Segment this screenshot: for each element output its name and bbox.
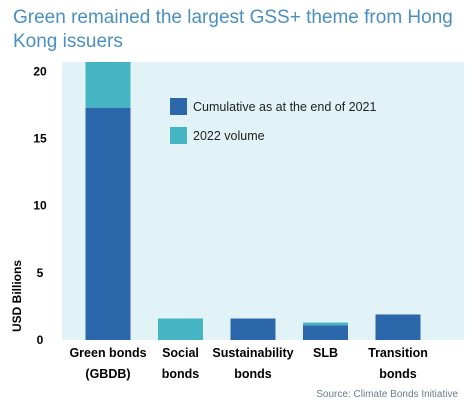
bar-volume-2022-3	[303, 322, 348, 326]
legend-swatch-1	[170, 127, 187, 144]
y-tick-label: 20	[33, 64, 47, 78]
legend: Cumulative as at the end of 2021 2022 vol…	[170, 98, 377, 144]
y-axis-ticks: 0 5 10 15 20	[33, 64, 47, 347]
y-tick-label: 0	[37, 333, 44, 347]
chart-title: Green remained the largest GSS+ theme fr…	[13, 7, 453, 52]
x-category-label-0: Green bonds (GBDB)	[69, 346, 146, 381]
bar-cumulative-0	[85, 107, 131, 340]
bars-group	[85, 62, 421, 340]
y-tick-label: 15	[33, 132, 47, 146]
source-note: Source: Climate Bonds Initiative	[316, 389, 458, 400]
y-axis-label: USD Billions	[10, 260, 24, 332]
legend-label-1: 2022 volume	[193, 129, 265, 143]
legend-label-0: Cumulative as at the end of 2021	[193, 100, 377, 114]
y-tick-label: 10	[33, 199, 47, 213]
x-category-label-4: Transition bonds	[368, 346, 428, 381]
y-tick-label: 5	[37, 266, 44, 280]
x-axis-labels: Green bonds (GBDB) Social bonds Sustainabili…	[69, 346, 427, 381]
bar-cumulative-3	[303, 325, 348, 340]
legend-swatch-0	[170, 98, 187, 115]
bar-volume-2022-0	[85, 62, 131, 108]
bar-volume-2022-1	[158, 318, 203, 340]
bar-cumulative-4	[375, 314, 421, 340]
x-category-label-1: Social bonds	[162, 346, 200, 381]
x-category-label-3: SLB	[313, 346, 338, 360]
x-category-label-2: Sustainability bonds	[212, 346, 293, 381]
bar-cumulative-2	[230, 318, 276, 340]
